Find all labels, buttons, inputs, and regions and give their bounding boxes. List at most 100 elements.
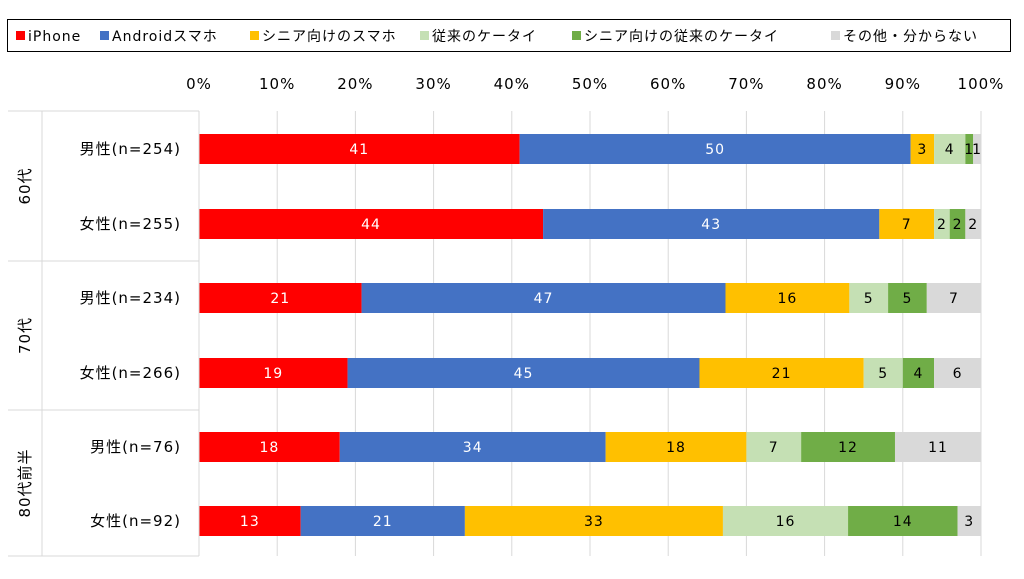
data-label: 7 [769,440,779,456]
x-tick-label: 10% [259,75,295,93]
bar-segment [973,134,981,164]
legend-label: 従来のケータイ [432,29,537,45]
bar-segment [199,506,301,536]
data-label: 43 [701,217,721,233]
data-label: 4 [945,142,955,158]
data-label: 7 [902,217,912,233]
bar-segment [464,506,723,536]
data-label: 16 [776,514,796,530]
data-label: 50 [705,142,725,158]
data-label: 44 [361,217,381,233]
bar-segment [543,209,880,239]
legend-label: iPhone [28,29,81,45]
data-label: 34 [463,440,483,456]
data-label: 3 [964,514,974,530]
bar-segment [863,358,903,388]
data-label: 21 [270,291,290,307]
bar-segment [965,134,974,164]
bar-segment [934,358,981,388]
data-label: 11 [928,440,948,456]
bar-segment [199,209,544,239]
data-label: 1 [972,142,982,158]
bar-segment [934,209,950,239]
category-label: 男性(n=234) [80,289,181,307]
data-label: 45 [514,366,534,382]
data-label: 33 [584,514,604,530]
x-tick-label: 70% [728,75,764,93]
legend-label: その他・分からない [843,29,978,45]
data-label: 6 [953,366,963,382]
bar-segment [519,134,911,164]
bar-segment [957,506,981,536]
legend-label: シニア向けの従来のケータイ [584,29,779,45]
group-label: 70代 [16,317,34,354]
bar-segment [910,134,935,164]
data-label: 13 [240,514,260,530]
x-tick-label: 80% [806,75,842,93]
data-label: 5 [864,291,874,307]
data-label: 2 [968,217,978,233]
data-label: 16 [778,291,798,307]
category-label: 女性(n=255) [80,215,181,233]
data-label: 5 [902,291,912,307]
x-tick-label: 50% [572,75,608,93]
bar-segment [199,134,520,164]
bar-segment [801,432,895,462]
data-label: 2 [937,217,947,233]
bar-segment [361,283,726,313]
data-label: 12 [838,440,858,456]
data-label: 41 [349,142,369,158]
data-label: 1 [964,142,974,158]
legend-swatch [16,31,25,40]
data-label: 7 [949,291,959,307]
bar-segment [902,358,935,388]
data-label: 19 [263,366,283,382]
bar-segment [965,209,981,239]
group-label: 60代 [16,167,34,204]
bar-segment [848,506,958,536]
legend-label: Androidスマホ [112,29,218,45]
bar-segment [199,358,348,388]
bar-segment [879,209,935,239]
x-tick-label: 40% [494,75,530,93]
data-label: 47 [534,291,554,307]
data-label: 18 [259,440,279,456]
category-label: 男性(n=254) [80,140,181,158]
data-label: 14 [893,514,913,530]
legend-swatch [572,31,581,40]
data-label: 21 [373,514,393,530]
data-label: 18 [666,440,686,456]
bar-segment [934,134,966,164]
bar-segment [339,432,606,462]
x-tick-label: 0% [186,75,212,93]
bar-segment [888,283,927,313]
x-tick-label: 60% [650,75,686,93]
bar-segment [199,283,362,313]
group-label: 80代前半 [16,448,34,517]
category-label: 女性(n=92) [90,512,181,530]
x-tick-label: 90% [885,75,921,93]
bar-segment [949,209,966,239]
bar-segment [926,283,981,313]
category-label: 男性(n=76) [90,438,181,456]
x-tick-label: 20% [337,75,373,93]
data-label: 2 [953,217,963,233]
legend-swatch [831,31,840,40]
legend-swatch [420,31,429,40]
bar-segment [746,432,802,462]
bar-segment [605,432,747,462]
bar-segment [849,283,889,313]
data-label: 21 [772,366,792,382]
legend [7,19,1011,52]
bar-segment [725,283,850,313]
bar-segment [300,506,465,536]
data-label: 5 [878,366,888,382]
data-label: 3 [917,142,927,158]
data-label: 4 [913,366,923,382]
x-tick-label: 30% [415,75,451,93]
bar-segment [199,432,340,462]
bar-segment [894,432,981,462]
x-tick-label: 100% [958,75,1005,93]
bar-segment [347,358,700,388]
